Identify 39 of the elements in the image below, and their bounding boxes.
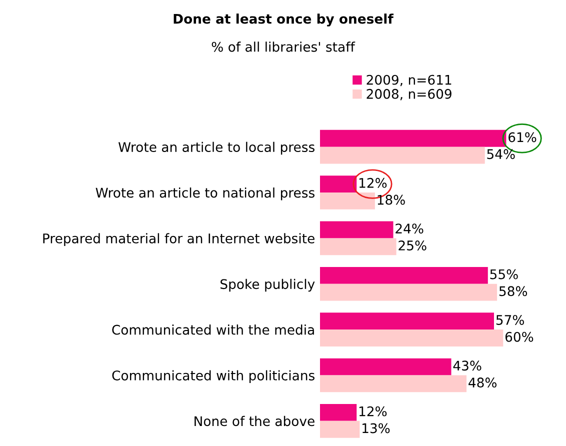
data-label: 24% xyxy=(396,224,424,234)
data-label: 13% xyxy=(362,423,390,434)
y-tick-label: Wrote an article to national press xyxy=(96,188,314,200)
bar xyxy=(320,146,485,164)
chart-title: Done at least once by oneself xyxy=(174,14,394,26)
data-label: 48% xyxy=(468,378,497,388)
y-tick-label: None of the above xyxy=(194,416,314,426)
bar xyxy=(320,130,506,147)
y-tick-label: Communicated with the media xyxy=(112,324,314,335)
data-label: 12% xyxy=(359,406,387,416)
data-label: 18% xyxy=(378,194,405,205)
y-tick-label: Spoke publicly xyxy=(220,278,315,292)
data-label: 43% xyxy=(453,360,482,371)
bar xyxy=(320,192,375,210)
bar xyxy=(320,312,494,330)
bar xyxy=(320,375,467,392)
bar xyxy=(320,176,357,193)
data-label: 60% xyxy=(505,332,534,342)
bar xyxy=(320,238,396,256)
y-tick-label: Communicated with politicians xyxy=(112,370,314,383)
bar xyxy=(320,284,498,301)
legend-label: 2009, n=611 xyxy=(366,74,452,86)
bar xyxy=(320,358,452,376)
data-label: 61% xyxy=(508,132,536,142)
data-label: 12% xyxy=(359,178,387,188)
y-tick-label: Prepared material for an Internet website xyxy=(43,233,314,246)
bar xyxy=(320,221,394,238)
bar xyxy=(320,404,357,421)
data-label: 58% xyxy=(499,286,528,296)
data-label: 54% xyxy=(487,149,515,160)
chart-subtitle: % of all libraries' staff xyxy=(212,42,356,52)
data-label: 55% xyxy=(490,269,518,280)
data-label: 57% xyxy=(496,314,524,325)
y-tick-label: Wrote an article to local press xyxy=(118,142,314,155)
bar xyxy=(320,420,360,438)
bar xyxy=(320,266,488,284)
data-label: 25% xyxy=(398,240,426,250)
bar xyxy=(320,330,504,346)
legend-label: 2008, n=609 xyxy=(366,88,452,100)
